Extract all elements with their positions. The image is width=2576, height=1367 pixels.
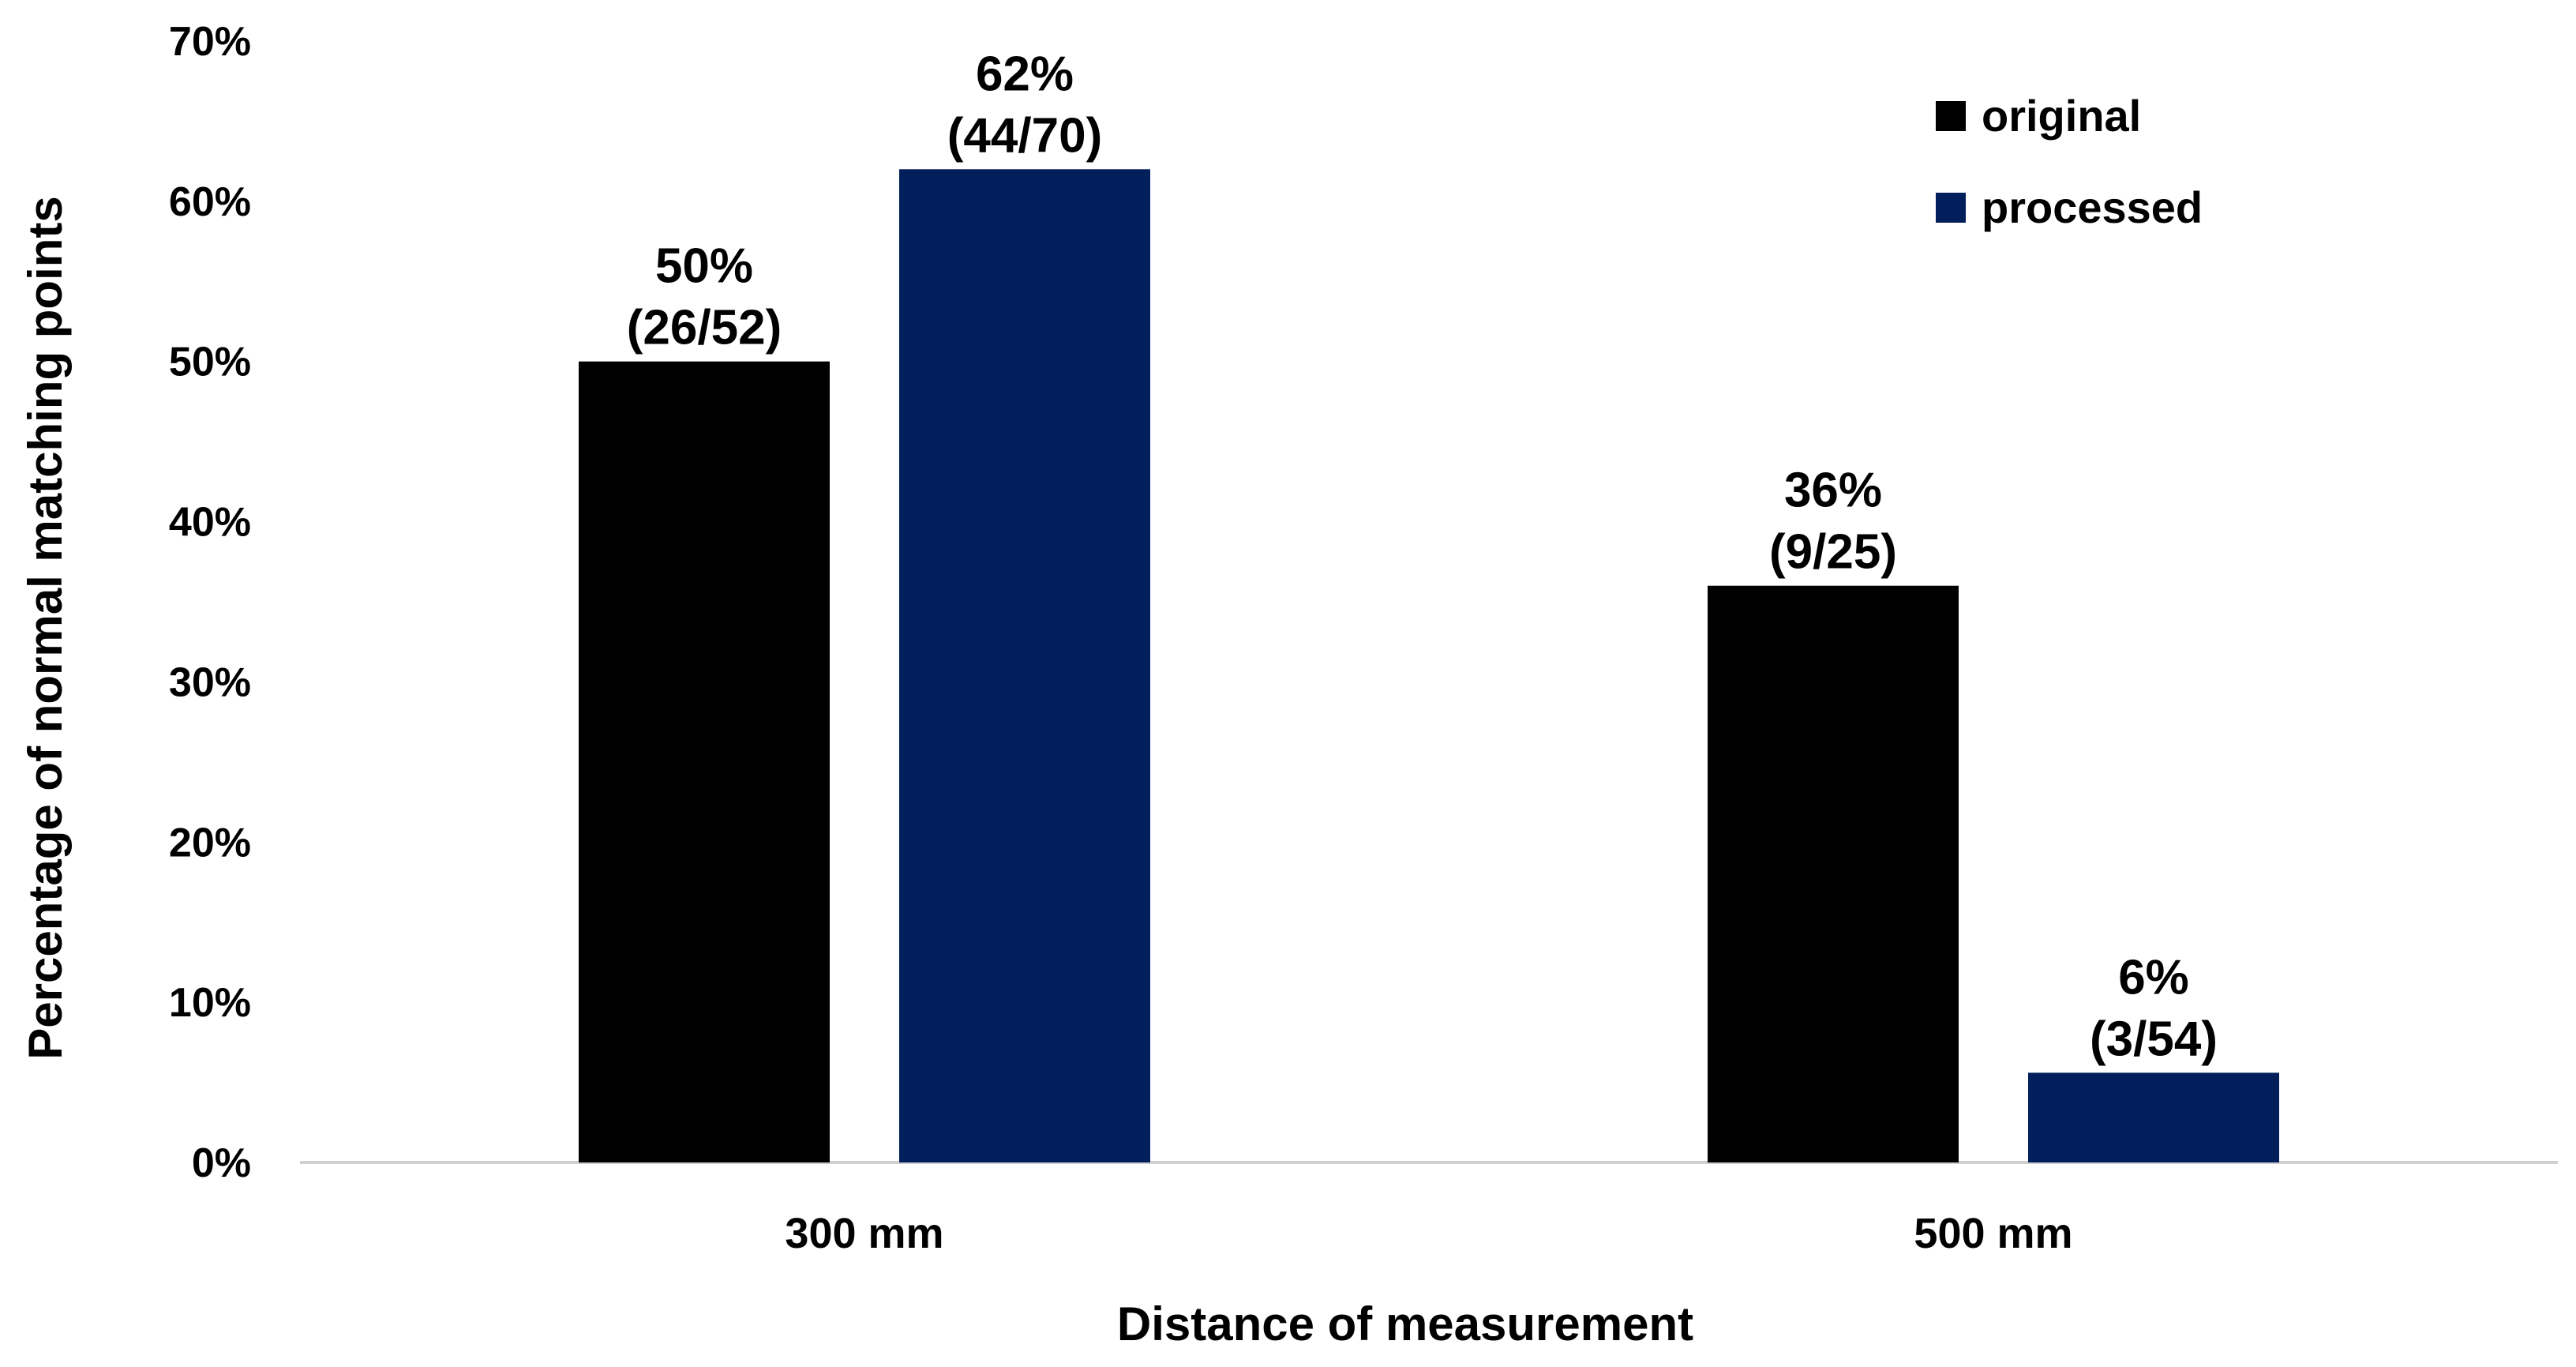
bars	[579, 169, 2279, 1162]
y-tick-label: 50%	[169, 340, 251, 385]
legend-label: original	[1982, 91, 2141, 141]
bar-data-label-line: 36%	[1784, 464, 1882, 518]
bar-data-label: 50% (26/52)	[627, 239, 782, 355]
bar-data-label-line: (44/70)	[947, 108, 1102, 163]
legend-swatch	[1936, 193, 1966, 223]
y-tick-label: 30%	[169, 659, 251, 705]
bar-original	[579, 361, 830, 1162]
bar-data-label: 62% (44/70)	[947, 47, 1102, 163]
bar-processed	[2028, 1072, 2279, 1162]
legend-swatch	[1936, 101, 1966, 131]
y-axis-ticks: 0% 10% 20% 30% 40% 50% 60% 70%	[169, 19, 251, 1186]
x-category-label: 300 mm	[785, 1210, 943, 1257]
bar-data-label: 6% (3/54)	[2090, 950, 2218, 1066]
legend-label: processed	[1982, 182, 2203, 232]
bar-data-labels: 50% (26/52) 36% (9/25) 62% (44/70) 6% (3/54)	[627, 47, 2218, 1066]
y-tick-label: 10%	[169, 980, 251, 1026]
y-tick-label: 60%	[169, 179, 251, 225]
bar-data-label-line: (9/25)	[1769, 525, 1897, 580]
bar-original	[1708, 585, 1959, 1162]
x-axis-categories: 300 mm 500 mm	[785, 1210, 2072, 1257]
y-tick-label: 0%	[192, 1140, 251, 1186]
y-tick-label: 70%	[169, 19, 251, 65]
bar-data-label-line: 62%	[976, 47, 1074, 101]
y-tick-label: 40%	[169, 500, 251, 546]
x-axis-title: Distance of measurement	[1117, 1298, 1693, 1350]
y-tick-label: 20%	[169, 820, 251, 866]
bar-data-label: 36% (9/25)	[1769, 464, 1897, 580]
bar-data-label-line: (26/52)	[627, 301, 782, 355]
bar-processed	[899, 169, 1150, 1162]
legend: original processed	[1936, 91, 2203, 232]
y-axis-title: Percentage of normal matching points	[19, 196, 72, 1060]
x-category-label: 500 mm	[1914, 1210, 2072, 1257]
bar-data-label-line: 6%	[2118, 950, 2189, 1005]
bar-data-label-line: 50%	[655, 239, 753, 294]
bar-data-label-line: (3/54)	[2090, 1012, 2218, 1066]
